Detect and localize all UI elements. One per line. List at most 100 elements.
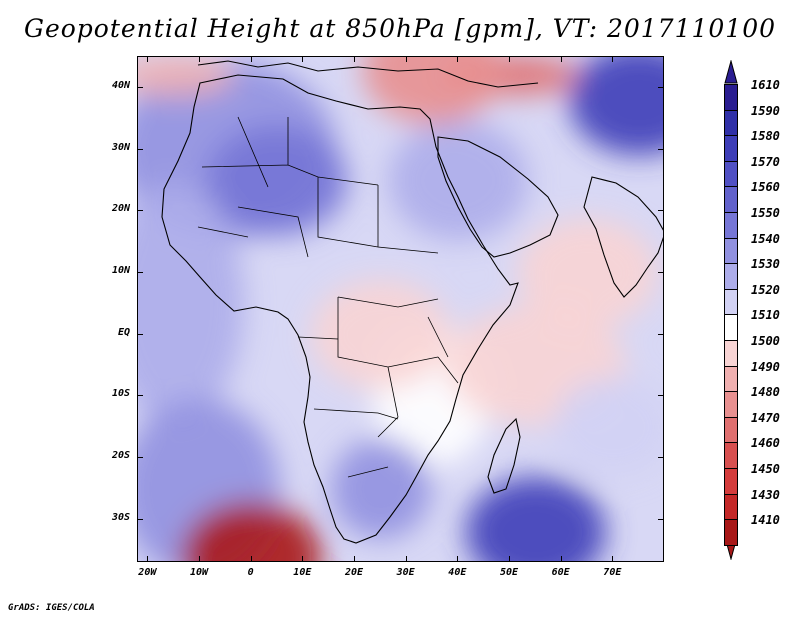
longitude-label: 20E <box>344 567 364 578</box>
colorbar-label: 1520 <box>751 282 780 297</box>
field-region <box>517 217 658 328</box>
madagascar-coastline <box>487 417 521 494</box>
latitude-tick <box>658 457 664 459</box>
longitude-tick <box>405 556 407 562</box>
colorbar-swatch <box>724 468 738 495</box>
colorbar-swatch <box>724 237 738 265</box>
field-region <box>138 57 235 96</box>
latitude-tick <box>137 395 143 397</box>
longitude-tick <box>405 56 407 62</box>
colorbar-label: 1450 <box>751 462 780 476</box>
map-svg <box>138 57 663 561</box>
colorbar-label: 1470 <box>751 410 780 425</box>
colorbar-label: 1530 <box>751 257 780 272</box>
field-region <box>465 477 606 561</box>
colorbar-top-triangle <box>724 60 738 84</box>
colorbar-swatch <box>724 519 738 546</box>
colorbar-swatch <box>724 212 738 239</box>
colorbar-swatch <box>724 391 738 418</box>
map-panel <box>137 56 664 562</box>
latitude-tick <box>658 333 664 335</box>
longitude-tick <box>199 556 200 562</box>
latitude-tick <box>137 333 143 335</box>
longitude-label: 0 <box>247 567 254 578</box>
colorbar-label: 1570 <box>751 154 780 169</box>
arabia-coastline <box>437 136 559 258</box>
colorbar-swatch <box>724 442 738 469</box>
field-region <box>388 120 529 241</box>
colorbar-swatch <box>724 314 738 341</box>
latitude-tick <box>658 395 664 397</box>
colorbar-swatch <box>724 135 738 162</box>
latitude-tick <box>137 457 143 459</box>
longitude-label: 40E <box>448 567 467 578</box>
colorbar-label: 1490 <box>751 359 780 374</box>
latitude-label: 10S <box>111 388 130 400</box>
latitude-tick <box>137 148 143 150</box>
field-region <box>181 501 322 561</box>
africa-coastline <box>161 74 519 544</box>
latitude-tick <box>658 271 664 273</box>
longitude-tick <box>199 56 200 62</box>
colorbar-swatch <box>724 84 738 111</box>
field-region <box>138 183 245 424</box>
latitude-tick <box>137 271 143 273</box>
colorbar-swatch <box>724 288 738 316</box>
latitude-tick <box>137 518 143 520</box>
latitude-tick <box>658 86 664 88</box>
india-coastline <box>583 176 663 298</box>
colorbar-label: 1510 <box>751 308 780 323</box>
longitude-tick <box>612 556 614 562</box>
colorbar-swatch <box>724 416 738 444</box>
colorbar-swatch <box>724 109 738 137</box>
latitude-label: 20S <box>111 450 130 462</box>
longitude-tick <box>354 56 355 62</box>
colorbar-label: 1430 <box>751 487 780 502</box>
longitude-label: 30E <box>396 567 415 578</box>
longitude-tick <box>560 556 562 562</box>
latitude-label: 40N <box>111 79 130 91</box>
longitude-tick <box>612 56 614 62</box>
colorbar-label: 1480 <box>751 385 780 400</box>
colorbar-label: 1610 <box>751 78 780 92</box>
latitude-label: 30N <box>111 141 130 153</box>
coastlines <box>161 60 663 544</box>
latitude-label: 30S <box>111 511 130 523</box>
longitude-tick <box>302 56 304 62</box>
latitude-tick <box>658 518 664 520</box>
colorbar-label: 1540 <box>751 231 780 246</box>
longitude-tick <box>354 556 355 562</box>
longitude-tick <box>509 56 510 62</box>
latitude-label: 20N <box>111 203 130 215</box>
colorbar-label: 1550 <box>751 206 780 220</box>
colorbar-swatch <box>724 160 738 188</box>
longitude-label: 20W <box>138 567 157 578</box>
field-region <box>207 125 348 236</box>
colorbar-label: 1590 <box>751 103 780 118</box>
colorbar-label: 1560 <box>751 180 780 195</box>
colorbar-swatch <box>724 340 738 367</box>
latitude-tick <box>658 210 664 212</box>
longitude-label: 70E <box>603 567 622 578</box>
latitude-label: 10N <box>111 264 130 276</box>
longitude-tick <box>147 56 149 62</box>
colorbar-swatch <box>724 263 738 290</box>
europe-coastline <box>197 60 539 88</box>
latitude-label: EQ <box>117 326 130 338</box>
longitude-tick <box>560 56 562 62</box>
latitude-tick <box>137 86 143 88</box>
longitude-label: 50E <box>499 567 519 578</box>
colorbar-label: 1580 <box>751 129 780 144</box>
longitude-tick <box>457 556 459 562</box>
latitude-tick <box>137 210 143 212</box>
field-region <box>310 279 451 390</box>
latitude-tick <box>658 148 664 150</box>
longitude-label: 10W <box>189 567 209 578</box>
field-region <box>569 57 663 156</box>
colorbar-swatch <box>724 493 738 521</box>
colorbar-label: 1460 <box>751 436 780 451</box>
colorbar-label: 1500 <box>751 334 780 348</box>
colorbar-swatch <box>724 365 738 393</box>
longitude-tick <box>250 56 252 62</box>
height-field <box>138 57 663 561</box>
